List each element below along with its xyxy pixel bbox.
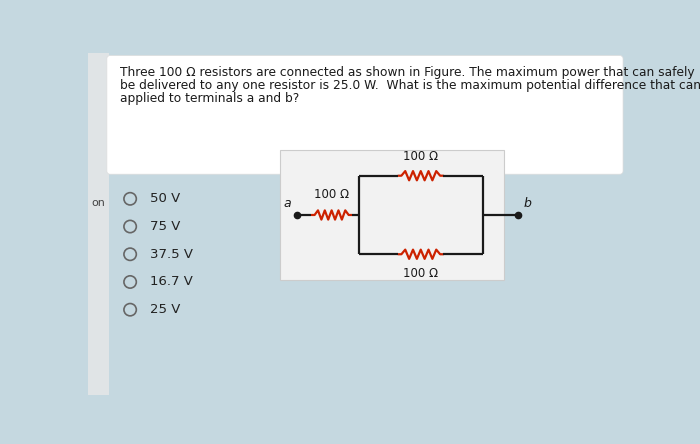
Text: b: b (523, 198, 531, 210)
Text: on: on (92, 198, 105, 208)
FancyBboxPatch shape (107, 56, 623, 174)
Text: a: a (284, 198, 291, 210)
Text: 37.5 V: 37.5 V (150, 248, 192, 261)
Text: be delivered to any one resistor is 25.0 W.  What is the maximum potential diffe: be delivered to any one resistor is 25.0… (120, 79, 700, 92)
Text: applied to terminals a and b?: applied to terminals a and b? (120, 92, 300, 105)
FancyBboxPatch shape (280, 151, 505, 280)
Text: 75 V: 75 V (150, 220, 180, 233)
Text: 16.7 V: 16.7 V (150, 275, 192, 289)
Text: 100 Ω: 100 Ω (314, 188, 349, 201)
Text: Three 100 Ω resistors are connected as shown in Figure. The maximum power that c: Three 100 Ω resistors are connected as s… (120, 66, 694, 79)
FancyBboxPatch shape (88, 53, 109, 395)
Text: 100 Ω: 100 Ω (403, 151, 438, 163)
Text: 50 V: 50 V (150, 192, 180, 205)
Text: 100 Ω: 100 Ω (403, 266, 438, 280)
Text: 25 V: 25 V (150, 303, 180, 316)
